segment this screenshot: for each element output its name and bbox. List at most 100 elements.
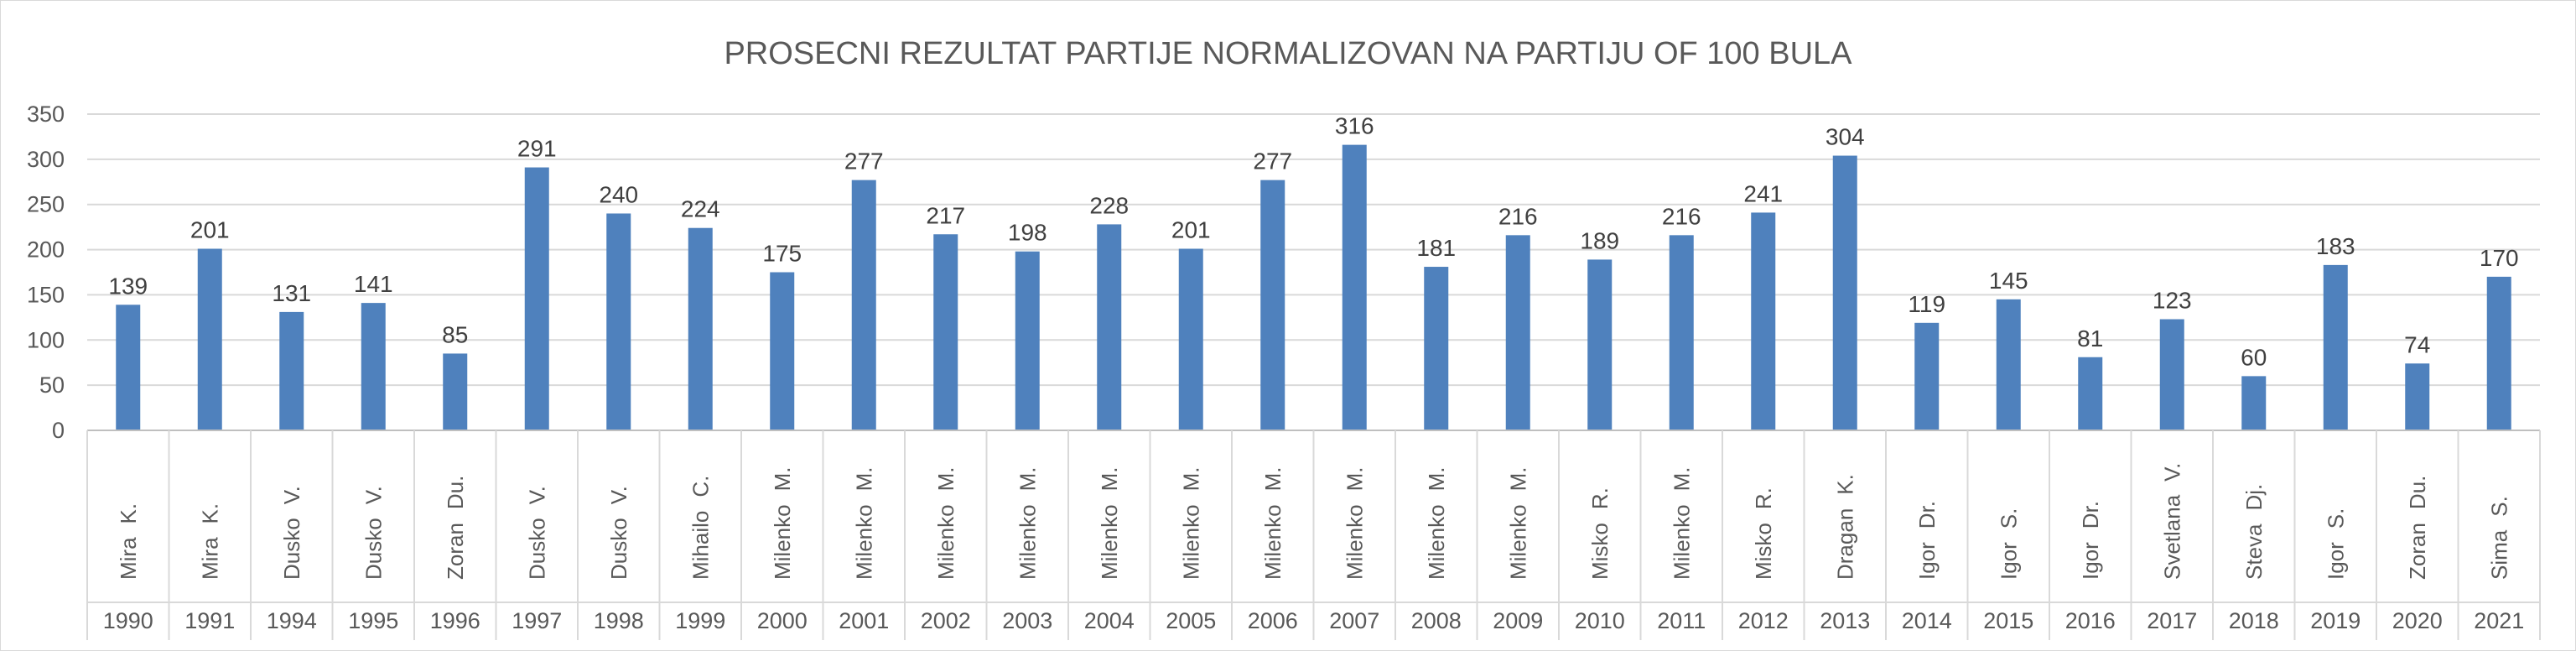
category-initial: Du. [443, 476, 468, 509]
data-label: 304 [1826, 124, 1865, 150]
data-label: 170 [2480, 245, 2519, 271]
category-initial: Dr. [1914, 501, 1940, 529]
category-label: Milenko M. [1424, 467, 1449, 580]
category-label: Zoran Du. [2405, 476, 2430, 580]
year-label: 2016 [2065, 608, 2116, 633]
data-label: 216 [1498, 203, 1538, 229]
category-initial: Dj. [2241, 484, 2267, 511]
category-label: Igor S. [1996, 508, 2021, 580]
category-name: Zoran [2405, 523, 2430, 580]
bar [688, 227, 713, 430]
bar [1178, 248, 1203, 430]
category-label: Mira K. [116, 503, 141, 580]
y-tick-label: 50 [39, 372, 65, 398]
category-label: Igor Dr. [2078, 501, 2103, 580]
category-label: Zoran Du. [443, 476, 468, 580]
data-label: 240 [599, 181, 638, 207]
category-label: Dusko V. [524, 486, 549, 580]
category-initial: V. [2159, 463, 2184, 482]
category-name: Svetlana [2159, 494, 2184, 580]
category-initial: M. [1260, 467, 1285, 492]
bar [361, 303, 386, 430]
bar [1669, 235, 1694, 430]
category-initial: S. [1996, 508, 2021, 529]
category-label: Milenko M. [851, 467, 876, 580]
category-label: Milenko M. [1669, 467, 1694, 580]
data-label: 81 [2077, 326, 2103, 352]
category-initial: M. [1097, 467, 1122, 492]
year-label: 2002 [921, 608, 971, 633]
category-initial: M. [1342, 467, 1367, 492]
data-label: 131 [272, 280, 311, 306]
category-name: Steva [2241, 523, 2267, 580]
category-initial: M. [1178, 467, 1203, 492]
year-label: 2020 [2392, 608, 2443, 633]
category-initial: R. [1751, 487, 1776, 509]
data-label: 277 [1253, 148, 1292, 174]
category-name: Milenko [1424, 504, 1449, 580]
year-label: 2001 [839, 608, 889, 633]
category-name: Dusko [606, 518, 631, 580]
bar [1832, 155, 1857, 430]
category-initial: M. [1669, 467, 1694, 492]
year-label: 1990 [103, 608, 153, 633]
bar [1996, 299, 2021, 430]
bar [2159, 319, 2184, 430]
category-name: Milenko [1178, 504, 1203, 580]
category-name: Dusko [361, 518, 386, 580]
bar [197, 248, 222, 430]
category-label: Dusko V. [361, 486, 386, 580]
bar [2078, 357, 2103, 430]
category-name: Milenko [1669, 504, 1694, 580]
year-label: 1995 [348, 608, 398, 633]
year-label: 1996 [430, 608, 480, 633]
bar [851, 180, 876, 431]
year-label: 2000 [757, 608, 808, 633]
year-label: 2013 [1820, 608, 1870, 633]
year-label: 2021 [2474, 608, 2524, 633]
category-initial: C. [688, 476, 713, 497]
category-name: Dusko [279, 518, 304, 580]
data-label: 85 [442, 321, 468, 347]
category-name: Milenko [1260, 504, 1285, 580]
category-label: Mira K. [197, 503, 222, 580]
category-initial: R. [1587, 487, 1613, 509]
bar [1914, 322, 1940, 430]
category-label: Milenko M. [933, 467, 958, 580]
category-label: Mihailo C. [688, 476, 713, 580]
category-initial: Du. [2405, 476, 2430, 509]
data-label: 201 [190, 216, 230, 242]
year-label: 2008 [1411, 608, 1462, 633]
category-name: Igor [1996, 542, 2021, 580]
year-label: 2006 [1248, 608, 1298, 633]
data-label: 181 [1416, 235, 1456, 261]
category-name: Milenko [933, 504, 958, 580]
year-label: 2003 [1002, 608, 1052, 633]
year-label: 2004 [1084, 608, 1135, 633]
year-label: 2014 [1902, 608, 1952, 633]
bar [1015, 251, 1040, 430]
category-name: Mihailo [688, 511, 713, 580]
data-label: 241 [1743, 180, 1783, 206]
data-label: 224 [681, 196, 720, 222]
category-initial: V. [279, 486, 304, 504]
data-label: 175 [762, 241, 802, 267]
data-labels: 139 201 131 141 85 291 240 224 175 277 217 198 228 20… [108, 113, 2518, 371]
bar [279, 311, 304, 430]
category-initial: K. [116, 503, 141, 524]
y-tick-label: 100 [27, 327, 65, 352]
category-initial: M. [770, 467, 795, 492]
category-initial: V. [606, 486, 631, 504]
bar [443, 353, 468, 430]
category-name: Mira [116, 537, 141, 580]
y-tick-label: 250 [27, 192, 65, 217]
bar [933, 234, 958, 430]
category-name: Dusko [524, 518, 549, 580]
bars [116, 144, 2511, 431]
bar [1424, 267, 1449, 430]
category-initial: V. [361, 486, 386, 504]
category-name: Milenko [1015, 504, 1040, 580]
category-name: Igor [1914, 542, 1940, 580]
y-tick-label: 200 [27, 237, 65, 263]
y-tick-label: 350 [27, 102, 65, 127]
